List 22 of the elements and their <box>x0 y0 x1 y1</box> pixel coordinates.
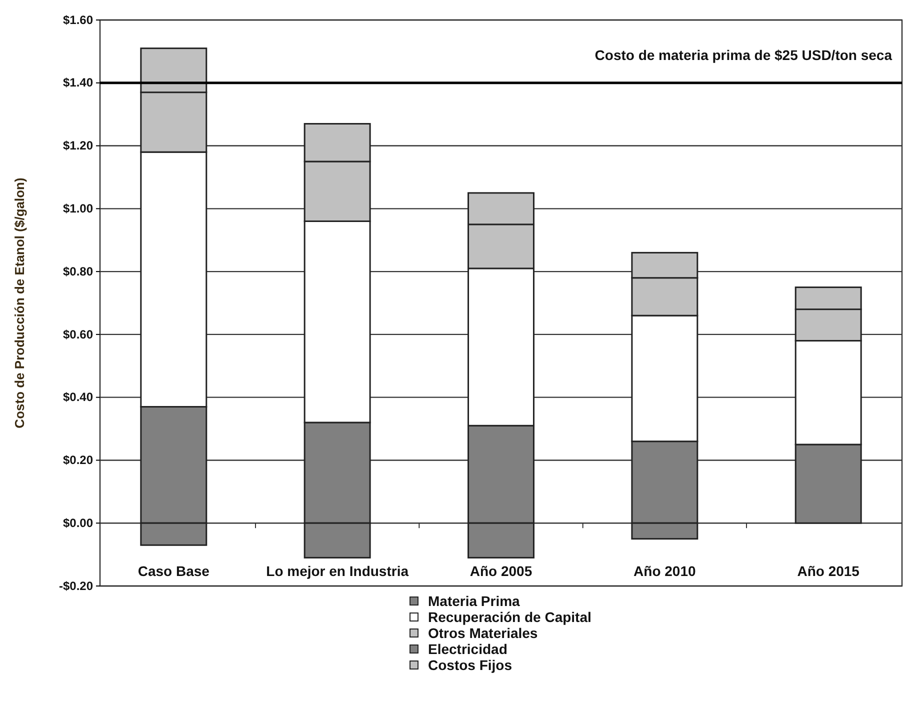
legend-label: Otros Materiales <box>428 625 538 641</box>
y-tick-label: $0.20 <box>62 453 94 468</box>
y-tick-label: $0.60 <box>62 327 94 342</box>
x-tick-label: Año 2015 <box>797 563 860 580</box>
legend-label: Costos Fijos <box>428 657 512 673</box>
y-axis-title: Costo de Producción de Etanol ($/galon) <box>12 178 27 428</box>
legend-label: Electricidad <box>428 641 508 657</box>
y-tick-label: $0.40 <box>62 390 94 404</box>
legend-label: Materia Prima <box>428 593 520 609</box>
x-tick-label: Caso Base <box>138 563 210 580</box>
y-tick-label: $1.40 <box>62 76 94 90</box>
ref-line-label: Costo de materia prima de $25 USD/ton seca <box>594 46 892 63</box>
x-tick-label: Año 2010 <box>634 563 696 580</box>
y-tick-label: $0.00 <box>62 516 94 530</box>
y-tick-label: $0.80 <box>62 264 94 278</box>
x-tick-label: Año 2005 <box>470 563 532 580</box>
y-tick-label: $1.20 <box>62 138 94 153</box>
legend-label: Recuperación de Capital <box>428 609 592 625</box>
x-tick-label: Lo mejor en Industria <box>266 563 409 580</box>
y-tick-label: $1.60 <box>62 12 94 27</box>
y-tick-label: -$0.20 <box>58 578 94 593</box>
y-tick-label: $1.00 <box>62 202 94 216</box>
